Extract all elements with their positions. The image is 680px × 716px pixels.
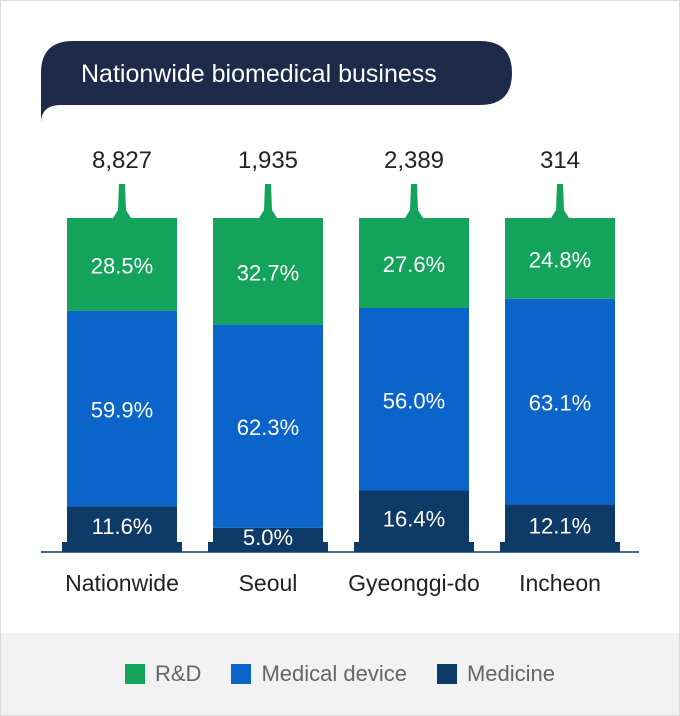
legend-item-medicine: Medicine bbox=[436, 661, 555, 687]
data-label-r-d-incheon: 24.8% bbox=[529, 247, 591, 272]
x-tick-label-seoul: Seoul bbox=[239, 570, 298, 596]
total-label-seoul: 1,935 bbox=[238, 147, 298, 174]
data-label-r-d-gyeonggi-do: 27.6% bbox=[383, 252, 445, 277]
legend-label-rd: R&D bbox=[154, 661, 202, 686]
data-label-medicine-nationwide: 11.6% bbox=[92, 514, 153, 539]
bar-segment-medicine-gyeonggi-do bbox=[359, 490, 469, 544]
legend-swatch-rd bbox=[124, 664, 145, 684]
bar-spike-incheon bbox=[551, 184, 569, 218]
total-label-gyeonggi-do: 2,389 bbox=[384, 147, 444, 174]
bar-segment-medical-device-nationwide bbox=[67, 310, 177, 507]
chart-title: Nationwide biomedical business bbox=[81, 60, 437, 88]
legend-area: R&D Medical device Medicine bbox=[1, 633, 679, 715]
x-tick-label-nationwide: Nationwide bbox=[65, 570, 179, 596]
data-label-medical-device-gyeonggi-do: 56.0% bbox=[383, 388, 445, 413]
data-label-medicine-gyeonggi-do: 16.4% bbox=[383, 506, 445, 531]
title-banner bbox=[41, 41, 512, 123]
bar-segment-medicine-nationwide bbox=[67, 506, 177, 544]
x-tick-label-gyeonggi-do: Gyeonggi-do bbox=[348, 570, 480, 596]
bar-segment-medical-device-incheon bbox=[505, 298, 615, 505]
data-label-medicine-incheon: 12.1% bbox=[529, 513, 591, 538]
total-label-nationwide: 8,827 bbox=[92, 147, 152, 174]
bar-base-seoul bbox=[208, 542, 328, 552]
data-label-medicine-seoul: 5.0% bbox=[243, 525, 293, 550]
data-label-medical-device-seoul: 62.3% bbox=[237, 415, 299, 440]
legend-swatch-medical-device bbox=[231, 664, 252, 684]
bar-base-incheon bbox=[500, 542, 620, 552]
bar-spike-seoul bbox=[259, 184, 277, 218]
bar-spike-nationwide bbox=[113, 184, 131, 218]
legend-item-rd: R&D bbox=[124, 661, 202, 687]
stacked-bar-chart: Nationwide biomedical business 11.6% 59.9%… bbox=[41, 41, 639, 596]
legend-swatch-medicine bbox=[436, 664, 457, 684]
data-label-r-d-seoul: 32.7% bbox=[237, 260, 299, 285]
data-label-medical-device-incheon: 63.1% bbox=[529, 391, 591, 416]
bar-segment-medical-device-gyeonggi-do bbox=[359, 307, 469, 491]
bar-segment-r-d-gyeonggi-do bbox=[359, 218, 469, 308]
legend-item-medical-device: Medical device bbox=[231, 661, 407, 687]
data-label-medical-device-nationwide: 59.9% bbox=[91, 398, 153, 423]
bar-segment-r-d-incheon bbox=[505, 218, 615, 299]
bar-segment-r-d-nationwide bbox=[67, 218, 177, 311]
bar-segment-r-d-seoul bbox=[213, 218, 323, 325]
legend-label-medical-device: Medical device bbox=[261, 661, 407, 686]
bar-base-gyeonggi-do bbox=[354, 542, 474, 552]
legend-label-medicine: Medicine bbox=[466, 661, 555, 686]
bar-spike-gyeonggi-do bbox=[405, 184, 423, 218]
bar-segment-medicine-incheon bbox=[505, 504, 615, 544]
bar-segment-medical-device-seoul bbox=[213, 324, 323, 528]
legend: R&D Medical device Medicine bbox=[1, 633, 679, 715]
total-label-incheon: 314 bbox=[540, 147, 580, 174]
bar-base-nationwide bbox=[62, 542, 182, 552]
bar-segment-medicine-seoul bbox=[213, 527, 323, 544]
data-label-r-d-nationwide: 28.5% bbox=[91, 253, 153, 278]
x-tick-label-incheon: Incheon bbox=[519, 570, 601, 596]
